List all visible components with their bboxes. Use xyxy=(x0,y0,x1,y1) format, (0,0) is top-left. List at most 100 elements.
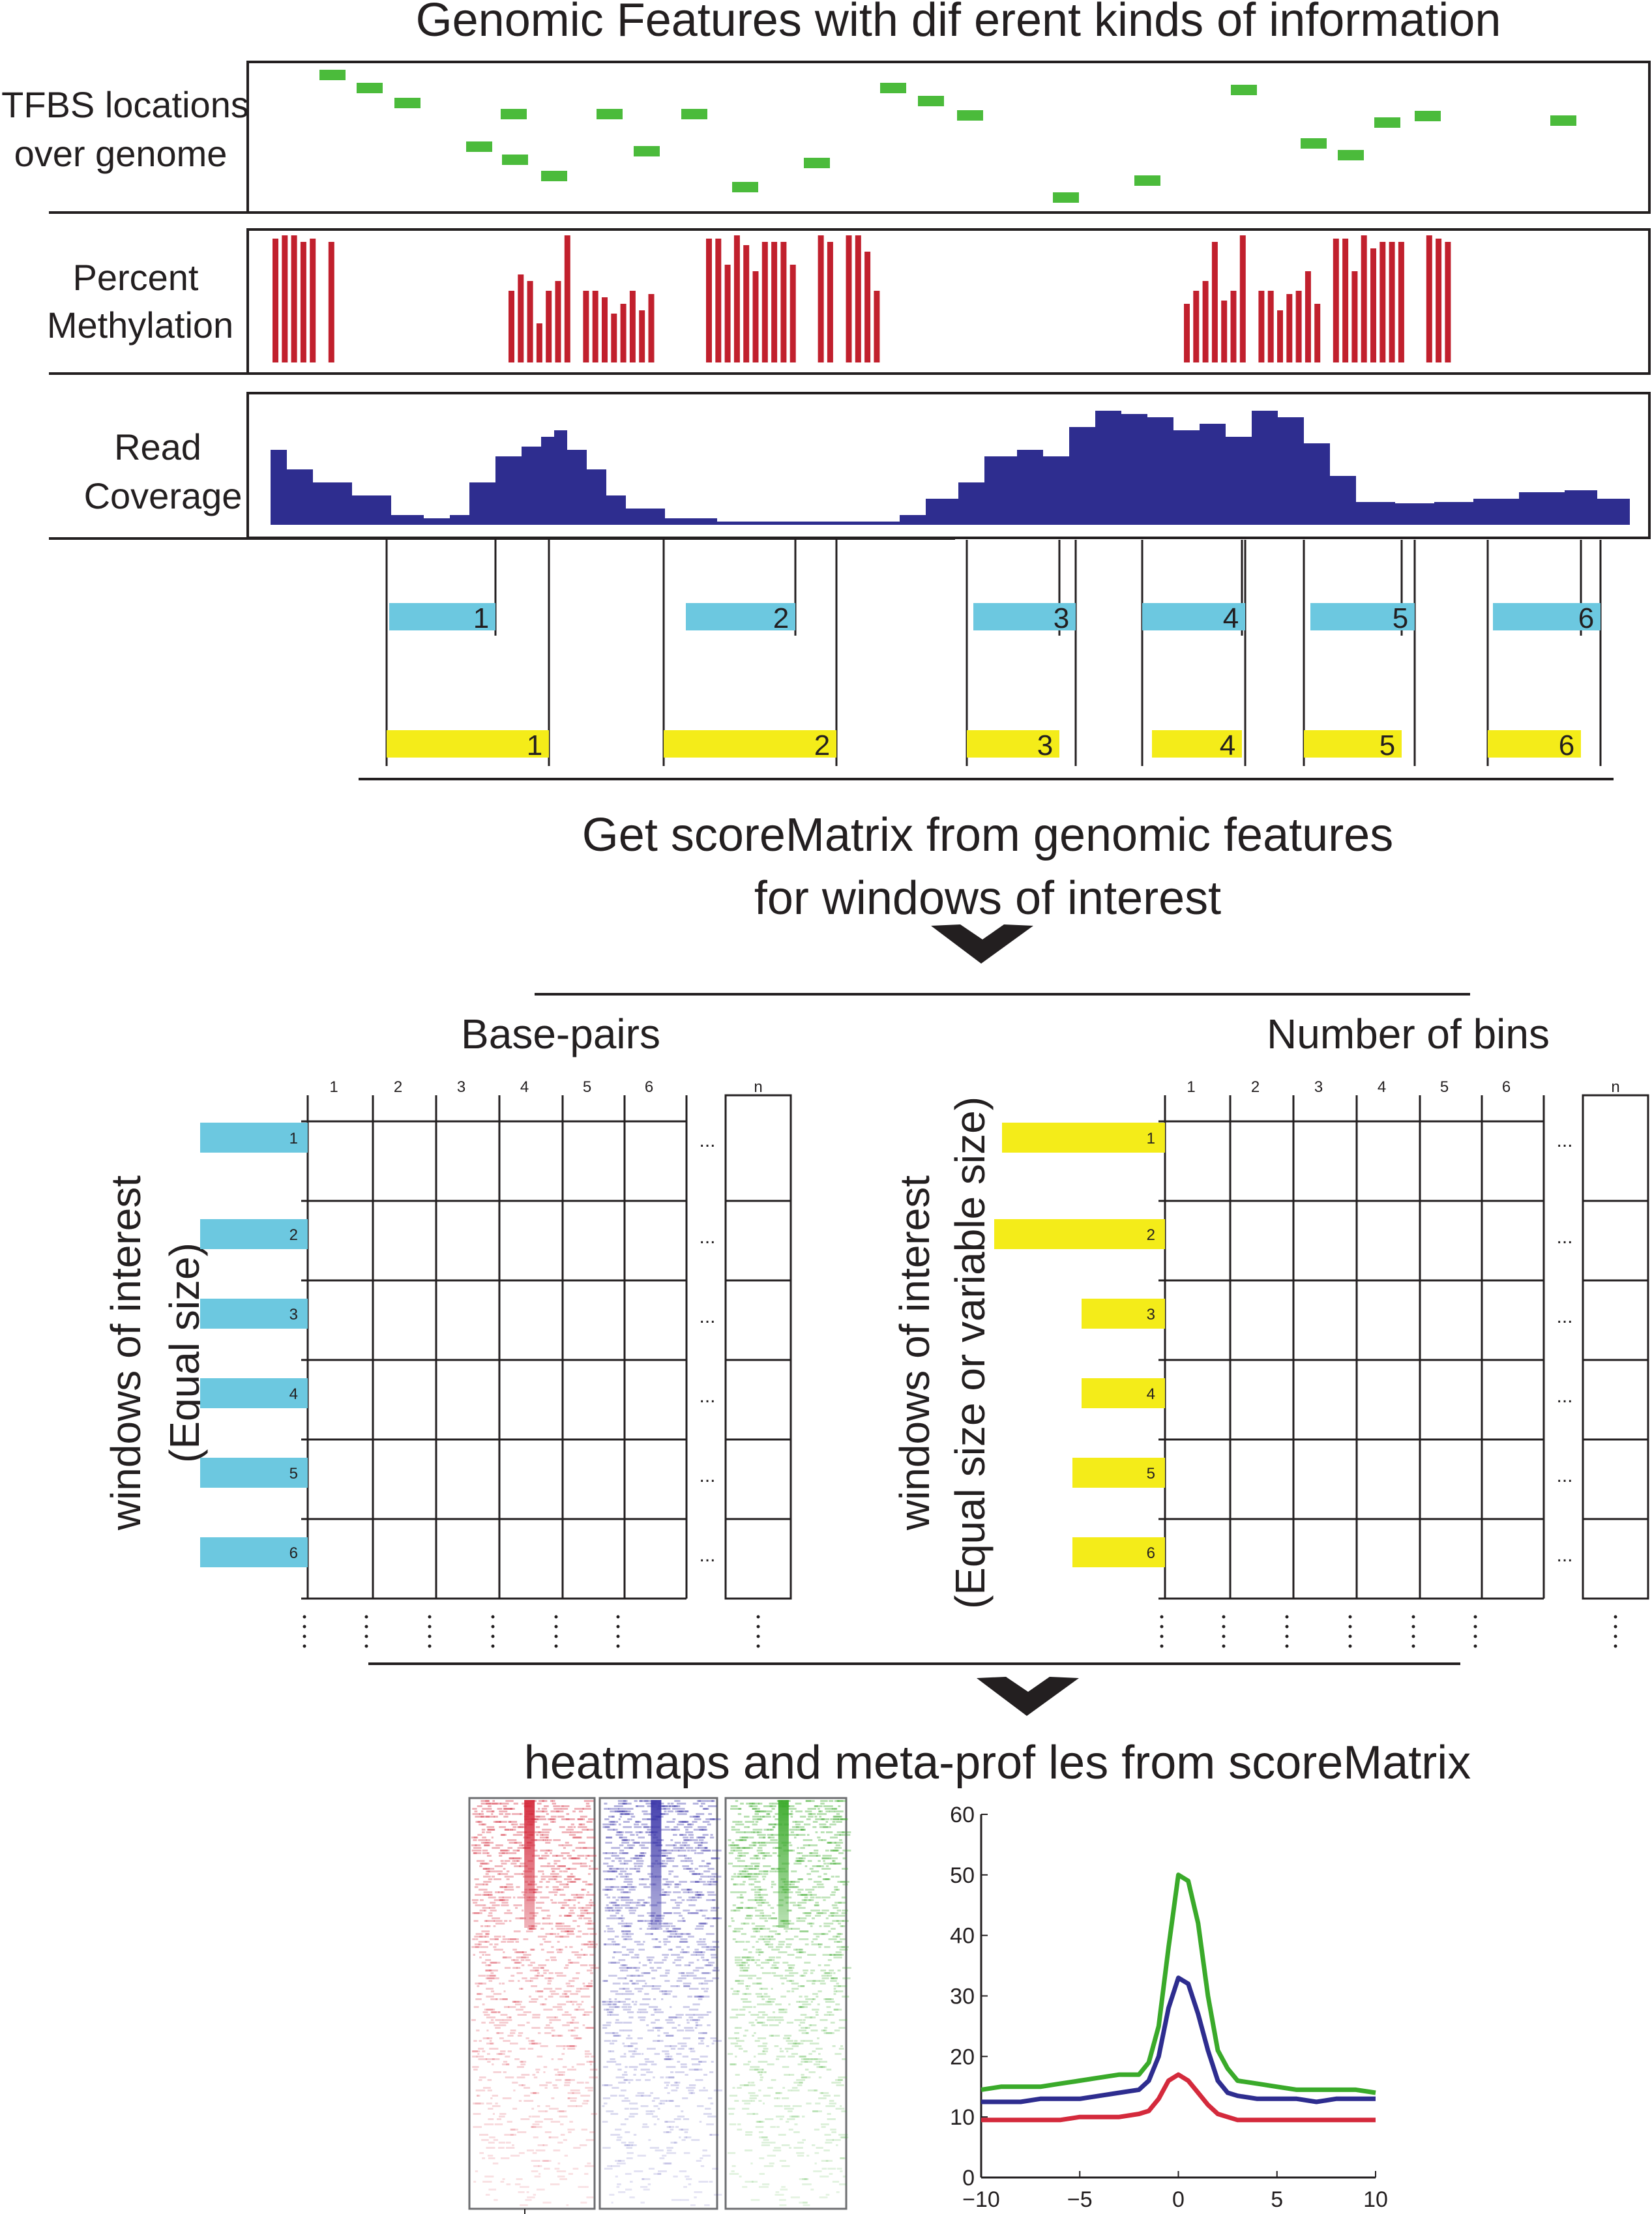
heatmap-cell xyxy=(569,2121,573,2123)
heatmap-cell xyxy=(620,1891,628,1893)
heatmap-cell xyxy=(653,2105,658,2107)
heatmap-cell xyxy=(786,2050,789,2052)
heatmap-cell xyxy=(695,2079,703,2081)
heatmap-cell xyxy=(625,2173,632,2175)
heatmap-cell xyxy=(479,1813,484,1815)
heatmap-cell xyxy=(737,1855,743,1857)
heatmap-cell xyxy=(749,1837,754,1838)
heatmap-cell xyxy=(704,1917,710,1919)
heatmap-cell xyxy=(495,1870,503,1872)
heatmap-cell xyxy=(752,1816,761,1818)
heatmap-cell xyxy=(698,1800,708,1802)
heatmap-cell xyxy=(691,2139,700,2141)
heatmap-cell xyxy=(823,1873,827,1875)
heatmap-cell xyxy=(695,1881,700,1883)
heatmap-cell xyxy=(544,1977,554,1979)
heatmap-cell xyxy=(755,1910,764,1911)
heatmap-cell xyxy=(702,1834,709,1836)
heatmap-cell xyxy=(629,1868,636,1870)
heatmap-cell xyxy=(636,1870,640,1872)
heatmap-cell xyxy=(570,2100,577,2102)
heatmap-cell xyxy=(555,1855,564,1857)
heatmap-cell xyxy=(502,1956,512,1958)
heatmap-cell xyxy=(821,2092,823,2094)
heatmap-cell xyxy=(547,1850,553,1852)
heatmap-signal xyxy=(524,1829,535,1831)
heatmap-cell xyxy=(507,2050,512,2052)
heatmap-cell xyxy=(613,1943,621,1945)
heatmap-cell xyxy=(753,1855,758,1857)
heatmap-cell xyxy=(797,2142,804,2144)
methylation-bar xyxy=(629,291,636,362)
heatmap-cell xyxy=(499,1826,506,1828)
variable-window-label: 6 xyxy=(1559,730,1574,761)
heatmap-cell xyxy=(621,1813,630,1815)
heatmap-cell xyxy=(771,1868,778,1870)
heatmap-cell xyxy=(762,1878,765,1880)
heatmap-cell xyxy=(667,1803,670,1805)
heatmap-cell xyxy=(810,2030,818,2031)
heatmap-cell xyxy=(638,1878,644,1880)
heatmap-cell xyxy=(711,1907,715,1909)
heatmap-cell xyxy=(630,1980,633,1982)
matrix-continuation-dot xyxy=(364,1615,368,1619)
heatmap-cell xyxy=(532,2014,540,2016)
heatmap-cell xyxy=(654,2053,660,2055)
heatmap-cell xyxy=(679,1915,683,1917)
heatmap-cell xyxy=(816,1996,819,1998)
heatmap-cell xyxy=(506,2063,509,2065)
heatmap-cell xyxy=(698,1826,707,1828)
heatmap-cell xyxy=(535,1831,541,1833)
heatmap-cell xyxy=(662,1894,670,1896)
heatmap-cell xyxy=(532,2092,537,2094)
heatmap-cell xyxy=(623,1800,628,1802)
heatmap-cell xyxy=(506,1878,510,1880)
heatmap-cell xyxy=(542,1800,548,1802)
heatmap-cell xyxy=(831,1876,834,1878)
heatmap-cell xyxy=(626,2157,633,2159)
heatmap-signal xyxy=(524,1886,535,1889)
heatmap-cell xyxy=(625,1993,634,1995)
heatmap-cell xyxy=(544,2118,553,2120)
heatmap-cell xyxy=(696,1941,706,1943)
heatmap-cell xyxy=(825,1865,829,1867)
heatmap-signal xyxy=(778,1878,789,1881)
heatmap-cell xyxy=(664,1883,672,1885)
heatmap-signal xyxy=(778,1805,789,1808)
heatmap-cell xyxy=(684,1964,690,1966)
heatmap-cell xyxy=(679,1941,688,1943)
heatmap-cell xyxy=(478,1943,482,1945)
heatmap-signal xyxy=(651,1805,662,1808)
tfbs-marker xyxy=(1415,111,1441,121)
heatmap-cell xyxy=(675,1946,681,1948)
heatmap-cell xyxy=(697,1897,702,1898)
heatmap-cell xyxy=(646,2071,653,2073)
heatmap-cell xyxy=(634,1941,641,1943)
heatmap-cell xyxy=(654,2011,664,2013)
heatmap-cell xyxy=(767,2155,776,2157)
heatmap-cell xyxy=(546,1951,554,1953)
heatmap-cell xyxy=(740,1894,743,1896)
heatmap-cell xyxy=(578,1818,583,1820)
heatmap-cell xyxy=(635,1821,642,1823)
heatmap-cell xyxy=(699,1878,702,1880)
heatmap-cell xyxy=(797,2084,803,2086)
heatmap-cell xyxy=(473,1852,477,1854)
heatmap-cell xyxy=(775,2092,783,2094)
heatmap-cell xyxy=(699,1873,703,1875)
heatmap-cell xyxy=(813,1881,822,1883)
heatmap-panel xyxy=(724,1797,851,2210)
heatmap-cell xyxy=(798,2030,806,2031)
windows-of-interest: 1 2 3 4 5 61 2 3 4 5 6 xyxy=(385,540,1602,766)
heatmap-cell xyxy=(735,2074,740,2076)
heatmap-cell xyxy=(763,1829,769,1831)
heatmap-cell xyxy=(774,2105,783,2107)
heatmap-cell xyxy=(770,1967,779,1969)
heatmap-cell xyxy=(494,2199,498,2201)
heatmap-cell xyxy=(673,2176,678,2177)
heatmap-cell xyxy=(662,2155,667,2157)
heatmap-cell xyxy=(797,1821,804,1823)
heatmap-cell xyxy=(735,1839,743,1841)
heatmap-cell xyxy=(494,1936,501,1938)
heatmap-cell xyxy=(551,1928,553,1930)
